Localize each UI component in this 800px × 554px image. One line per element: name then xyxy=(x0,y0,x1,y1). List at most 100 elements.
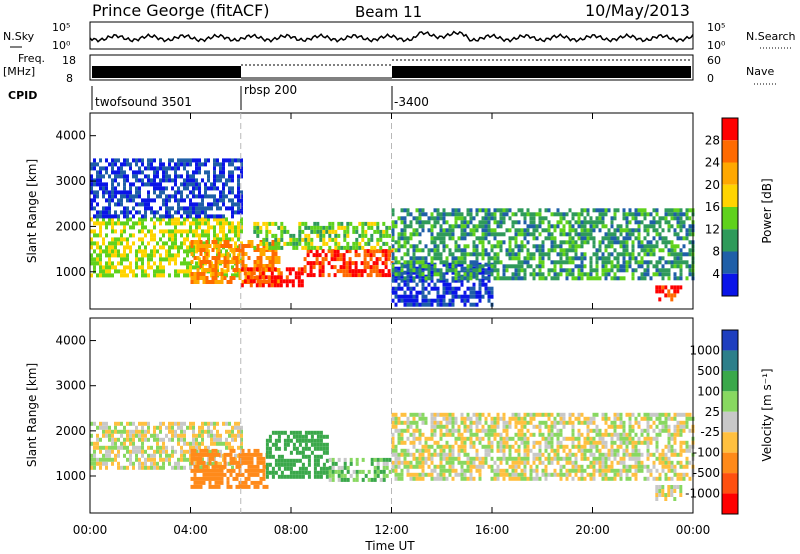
velocity-cell xyxy=(397,432,401,437)
power-cell xyxy=(469,228,473,233)
power-cell xyxy=(108,265,111,270)
power-cell xyxy=(381,269,385,274)
power-cell xyxy=(415,220,419,225)
velocity-cell xyxy=(550,428,554,433)
velocity-cell xyxy=(550,460,554,465)
power-cell xyxy=(174,253,177,258)
velocity-cell xyxy=(364,473,368,478)
velocity-cell xyxy=(610,468,614,473)
velocity-cell xyxy=(141,421,144,426)
power-cell xyxy=(481,294,485,299)
power-cell xyxy=(315,253,319,258)
velocity-cell xyxy=(619,476,623,481)
velocity-cell xyxy=(394,468,398,473)
power-cell xyxy=(463,248,467,253)
power-cell xyxy=(655,208,659,213)
power-cell xyxy=(556,244,560,249)
power-cell xyxy=(316,233,320,238)
velocity-cell xyxy=(159,425,162,430)
power-cell xyxy=(523,268,527,273)
velocity-cell xyxy=(544,436,548,441)
power-cell xyxy=(364,233,368,238)
power-cell xyxy=(595,208,599,213)
power-cell xyxy=(195,225,198,230)
power-cell xyxy=(418,216,422,221)
power-cell xyxy=(541,228,545,233)
power-cell xyxy=(387,269,391,274)
power-cell xyxy=(355,225,359,230)
power-cell xyxy=(406,260,410,265)
power-cell xyxy=(439,268,443,273)
power-cell xyxy=(598,276,602,281)
power-cell xyxy=(144,253,147,258)
velocity-cell xyxy=(664,444,668,449)
power-cell xyxy=(391,298,395,303)
velocity-cell xyxy=(141,465,144,470)
power-cell xyxy=(153,225,156,230)
velocity-cell xyxy=(508,452,512,457)
power-cell xyxy=(388,233,392,238)
power-cell xyxy=(253,221,257,226)
power-cell xyxy=(369,253,373,258)
power-cell xyxy=(394,256,398,261)
velocity-cell xyxy=(286,438,290,443)
velocity-cell xyxy=(150,433,153,438)
velocity-cell xyxy=(574,460,578,465)
velocity-cell xyxy=(171,465,174,470)
velocity-cell xyxy=(198,425,201,430)
velocity-cell xyxy=(637,464,641,469)
velocity-cell xyxy=(220,464,224,469)
power-cell xyxy=(481,270,485,275)
velocity-cell xyxy=(376,461,380,466)
power-cell xyxy=(580,268,584,273)
power-cell xyxy=(421,302,425,307)
colorbar-tick-label: 28 xyxy=(705,133,720,147)
velocity-cell xyxy=(156,445,159,450)
velocity-cell xyxy=(493,460,497,465)
velocity-cell xyxy=(532,460,536,465)
power-cell xyxy=(165,210,168,215)
power-cell xyxy=(90,273,93,278)
power-cell xyxy=(496,260,500,265)
velocity-cell xyxy=(505,468,509,473)
velocity-cell xyxy=(634,476,638,481)
power-cell xyxy=(415,260,419,265)
velocity-cell xyxy=(598,440,602,445)
velocity-cell xyxy=(475,428,479,433)
velocity-cell xyxy=(340,469,344,474)
velocity-cell xyxy=(286,474,290,479)
power-cell xyxy=(214,272,218,276)
power-cell xyxy=(90,241,93,246)
power-cell xyxy=(228,190,231,195)
velocity-cell xyxy=(571,428,575,433)
power-cell xyxy=(220,260,224,264)
power-cell xyxy=(273,279,277,284)
power-cell xyxy=(334,245,338,250)
freq-bar-3 xyxy=(392,66,691,78)
power-cell xyxy=(123,178,126,183)
power-cell xyxy=(427,302,431,307)
velocity-cell xyxy=(448,456,452,461)
power-cell xyxy=(234,229,237,234)
velocity-cell xyxy=(535,440,539,445)
power-cell xyxy=(622,236,626,241)
velocity-cell xyxy=(607,456,611,461)
power-cell xyxy=(126,194,129,199)
power-cell xyxy=(243,271,247,276)
power-cell xyxy=(204,162,207,167)
power-cell xyxy=(213,225,216,230)
velocity-cell xyxy=(526,436,530,441)
power-cell xyxy=(156,249,159,254)
power-cell xyxy=(412,302,416,307)
velocity-cell xyxy=(108,445,111,450)
velocity-cell xyxy=(535,424,539,429)
power-cell xyxy=(319,233,323,238)
power-cell xyxy=(469,294,473,299)
velocity-cell xyxy=(168,429,171,434)
velocity-cell xyxy=(562,420,566,425)
power-cell xyxy=(559,272,563,277)
power-cell xyxy=(117,249,120,254)
power-cell xyxy=(622,216,626,221)
power-cell xyxy=(625,252,629,257)
